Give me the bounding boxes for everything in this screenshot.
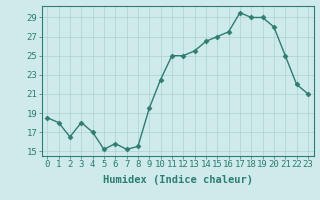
X-axis label: Humidex (Indice chaleur): Humidex (Indice chaleur) (103, 175, 252, 185)
